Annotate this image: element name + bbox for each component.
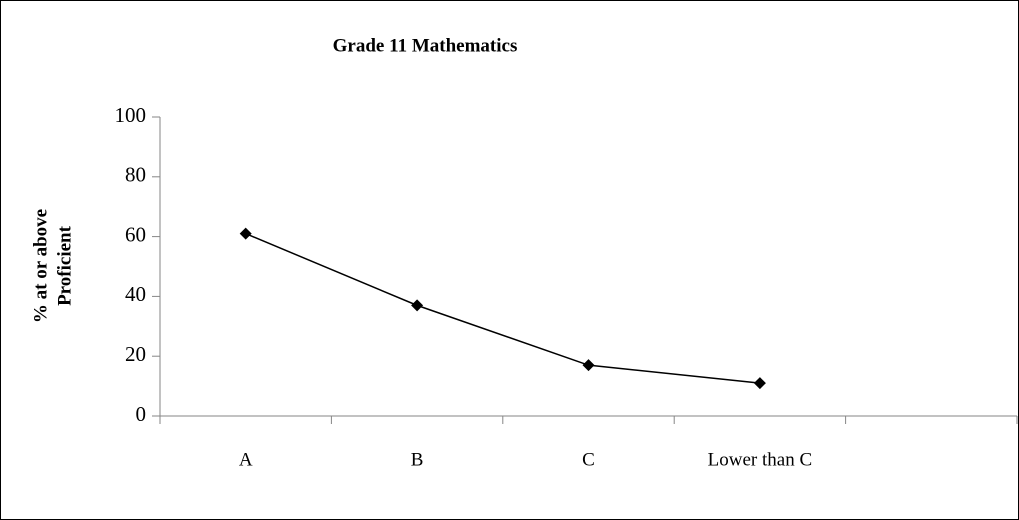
y-tick-label: 100	[115, 103, 147, 127]
y-axis-label-line: % at or above	[30, 209, 51, 323]
y-tick-label: 60	[125, 222, 146, 246]
marker	[753, 377, 766, 390]
chart-title: Grade 11 Mathematics	[333, 35, 518, 56]
y-tick-label: 0	[136, 402, 147, 426]
x-tick-label: A	[239, 449, 253, 470]
marker	[239, 227, 252, 240]
y-axis-label-line: Proficient	[54, 225, 75, 306]
y-axis-label: % at or above Proficient	[30, 209, 75, 323]
marker	[411, 299, 424, 312]
y-tick-label: 20	[125, 342, 146, 366]
marker	[582, 359, 595, 372]
x-tick-label: C	[582, 449, 595, 470]
y-tick-label: 80	[125, 163, 146, 187]
y-tick-label: 40	[125, 282, 146, 306]
x-tick-label: B	[411, 449, 424, 470]
line	[245, 232, 760, 384]
x-tick-label: Lower than C	[708, 449, 812, 470]
